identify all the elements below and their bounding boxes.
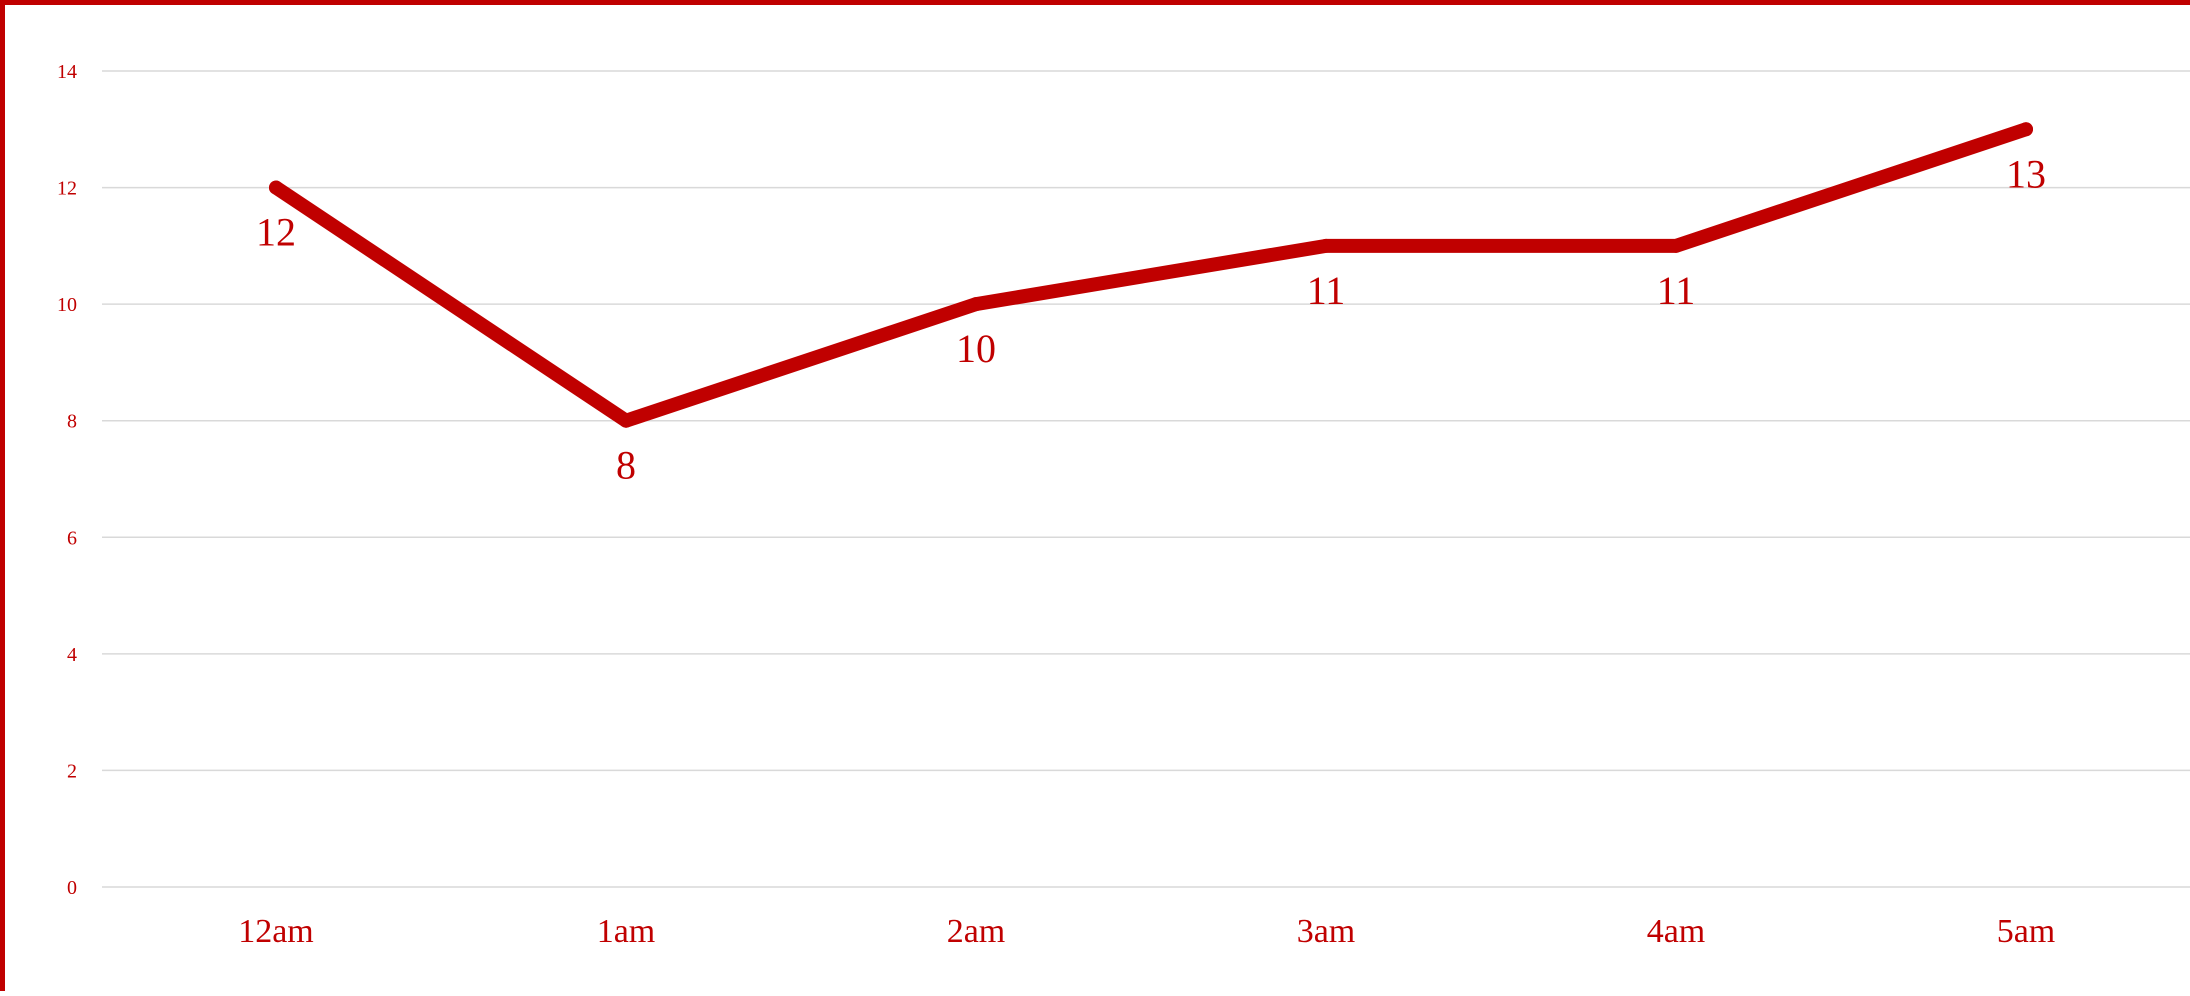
data-point-12am — [269, 180, 283, 195]
y-tick-label-6: 6 — [67, 527, 77, 549]
x-tick-label-3am: 3am — [1297, 913, 1356, 950]
x-tick-label-12am: 12am — [238, 913, 314, 950]
data-point-4am — [1669, 238, 1683, 253]
series-line-0 — [269, 122, 2033, 428]
x-tick-label-1am: 1am — [597, 913, 656, 950]
data-label-12am: 12 — [256, 210, 296, 255]
y-tick-label-12: 12 — [57, 178, 77, 200]
x-tick-label-2am: 2am — [947, 913, 1006, 950]
y-tick-label-8: 8 — [67, 411, 77, 433]
y-tick-label-2: 2 — [67, 760, 77, 782]
data-point-3am — [1319, 238, 1333, 253]
y-tick-label-0: 0 — [67, 877, 77, 899]
y-tick-label-4: 4 — [67, 644, 77, 666]
line-chart: 0 2 4 6 8 10 12 14 12am 1am 2am 3am 4am 5am 12 8 10 11 11 1… — [57, 61, 2190, 950]
data-label-1am: 8 — [616, 443, 636, 488]
data-label-2am: 10 — [956, 326, 996, 371]
data-point-1am — [619, 413, 633, 428]
data-point-5am — [2019, 122, 2033, 137]
data-label-3am: 11 — [1307, 268, 1346, 313]
data-label-5am: 13 — [2006, 151, 2046, 196]
data-point-2am — [969, 297, 983, 312]
x-tick-label-5am: 5am — [1997, 913, 2056, 950]
x-tick-label-4am: 4am — [1647, 913, 1706, 950]
y-tick-label-14: 14 — [57, 61, 77, 83]
y-tick-label-10: 10 — [57, 294, 77, 316]
data-label-4am: 11 — [1657, 268, 1696, 313]
